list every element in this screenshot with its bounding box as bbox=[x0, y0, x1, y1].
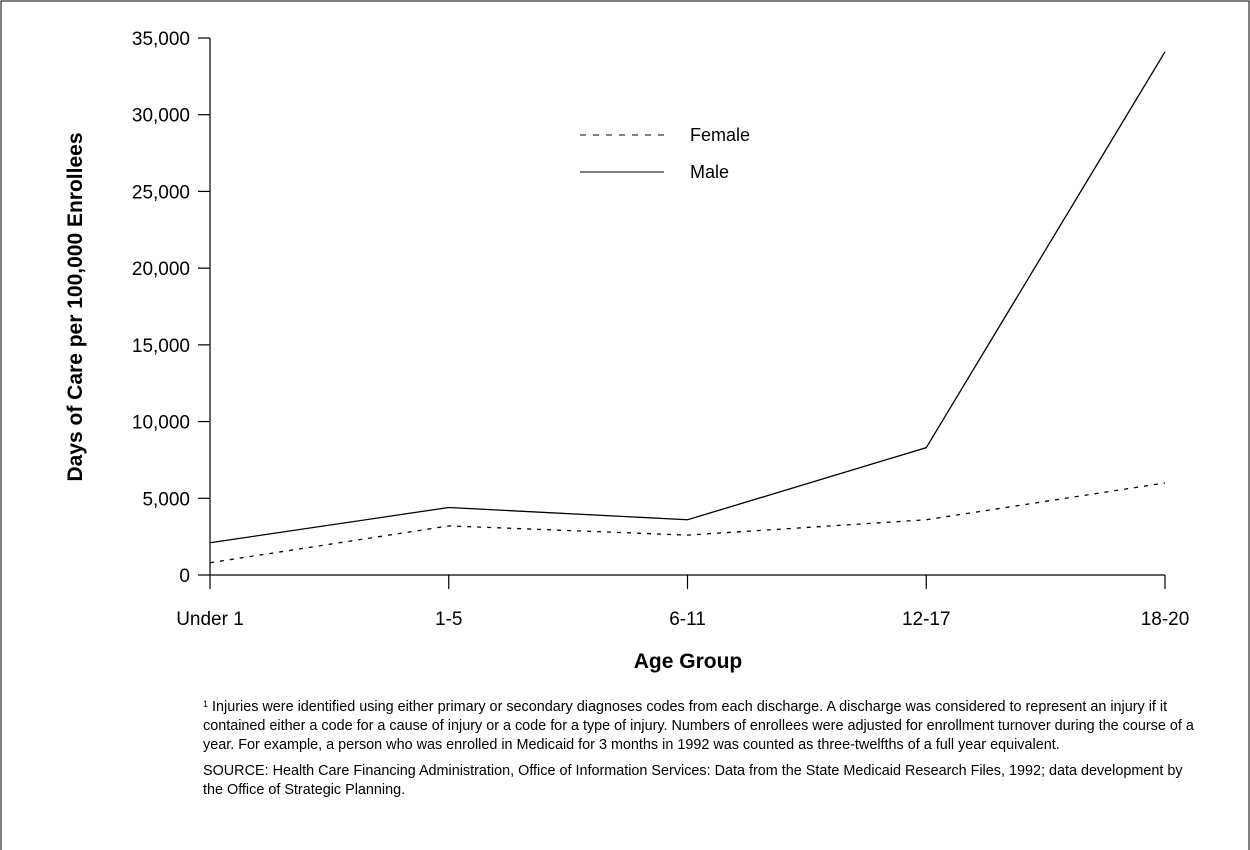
y-axis-title: Days of Care per 100,000 Enrollees bbox=[64, 132, 87, 481]
x-tick-label: 12-17 bbox=[902, 609, 951, 630]
legend: Female Male bbox=[580, 125, 750, 182]
y-tick-label: 35,000 bbox=[132, 29, 190, 50]
y-tick-label: 15,000 bbox=[132, 336, 190, 357]
y-tick-label: 30,000 bbox=[132, 106, 190, 127]
x-tick-label: 18-20 bbox=[1141, 609, 1190, 630]
x-ticks: Under 1 1-5 6-11 12-17 18-20 bbox=[176, 575, 1189, 630]
footnote: 1 Injuries were identified using either … bbox=[203, 695, 1203, 755]
legend-label-male: Male bbox=[690, 162, 729, 182]
source-note: SOURCE: Health Care Financing Administra… bbox=[203, 763, 1183, 798]
chart-notes: 1 Injuries were identified using either … bbox=[203, 695, 1203, 800]
footnote-marker: 1 bbox=[203, 699, 209, 709]
series-line-male bbox=[209, 51, 1166, 544]
y-tick-label: 25,000 bbox=[132, 182, 190, 203]
y-tick-label: 0 bbox=[179, 566, 190, 587]
series-line-female bbox=[209, 482, 1166, 564]
x-tick-label: 6-11 bbox=[669, 609, 706, 630]
series-lines bbox=[209, 51, 1166, 564]
x-tick-label: Under 1 bbox=[176, 609, 244, 630]
y-tick-label: 10,000 bbox=[132, 413, 190, 434]
y-tick-label: 5,000 bbox=[142, 489, 190, 510]
y-ticks: 0 5,000 10,000 15,000 20,000 25,000 30,000 35,0… bbox=[132, 29, 210, 587]
footnote-text: Injuries were identified using either pr… bbox=[203, 699, 1194, 753]
legend-label-female: Female bbox=[690, 125, 750, 145]
y-tick-label: 20,000 bbox=[132, 259, 190, 280]
x-axis-title: Age Group bbox=[634, 650, 743, 673]
x-tick-label: 1-5 bbox=[435, 609, 462, 630]
